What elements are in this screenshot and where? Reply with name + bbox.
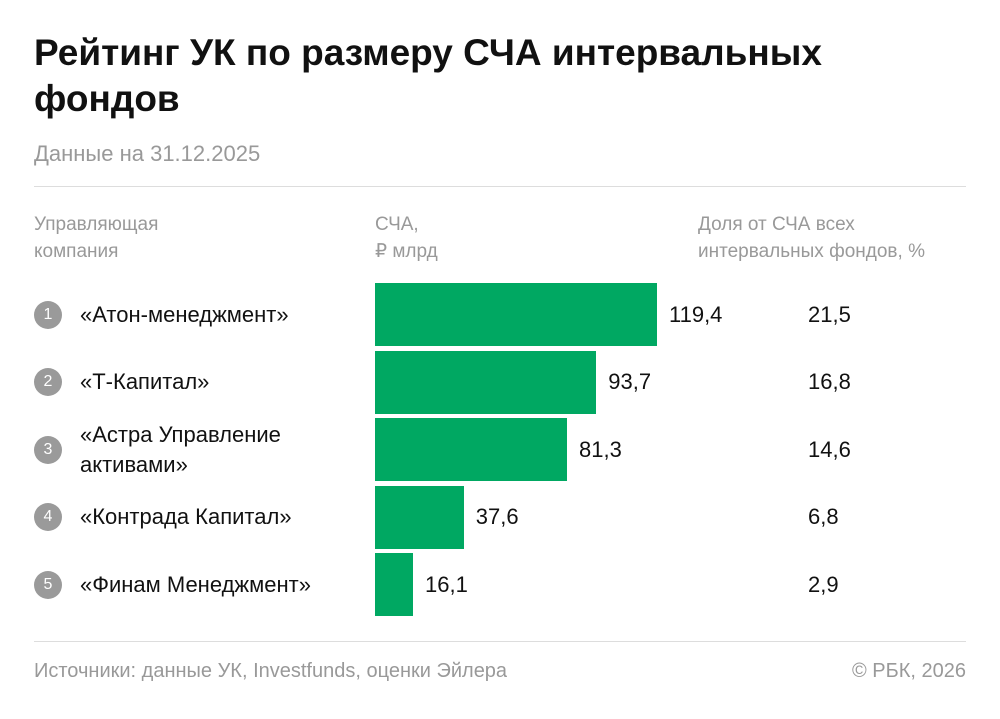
bar	[375, 485, 464, 549]
column-header: Управляющая компания	[34, 214, 159, 262]
rank-badge: 1	[34, 300, 62, 329]
rank-badge: 5	[34, 570, 62, 599]
subtitle: Данные на 31.12.2025	[34, 141, 261, 166]
source: Источники: данные УК, Investfunds, оценк…	[34, 660, 508, 682]
bar	[375, 283, 657, 346]
share-label: 16,8	[808, 369, 851, 394]
share-label: 21,5	[808, 301, 851, 327]
value-label: 37,6	[475, 504, 519, 529]
category-label: «Т-Капитал»	[80, 369, 210, 394]
rank-badge: 2	[34, 368, 62, 396]
category-label: «Контрада Капитал»	[80, 504, 292, 529]
bar	[375, 418, 567, 481]
credit: © РБК, 2026	[851, 660, 966, 682]
value-label: 16,1	[425, 571, 468, 597]
share-label: 2,9	[808, 571, 839, 597]
column-header: Доля от СЧА всех интервальных фондов, %	[698, 214, 925, 262]
divider	[34, 186, 966, 187]
rank-badge: 4	[34, 503, 62, 531]
value-label: 81,3	[579, 436, 622, 462]
column-header: СЧА, ₽ млрд	[375, 214, 438, 262]
share-label: 14,6	[808, 436, 851, 462]
category-label: «Атон-менеджмент»	[80, 301, 289, 327]
value-label: 119,4	[669, 301, 723, 327]
category-label: «Финам Менеджмент»	[80, 571, 311, 597]
share-label: 6,8	[808, 504, 839, 529]
chart-title: Рейтинг УК по размеру СЧА интервальных ф…	[34, 32, 822, 119]
rank-badge: 3	[34, 435, 62, 464]
bar	[375, 553, 414, 616]
value-label: 93,7	[608, 369, 652, 394]
category-label: «Астра Управление активами»	[80, 421, 281, 477]
divider	[34, 641, 966, 642]
bar	[375, 350, 597, 414]
